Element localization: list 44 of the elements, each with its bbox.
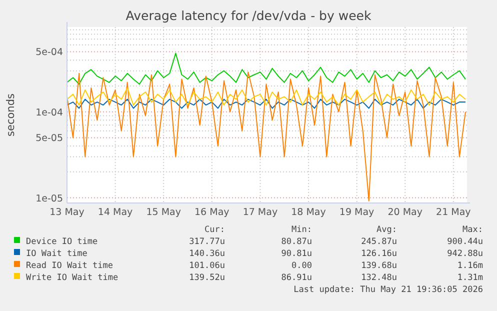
y-tick-label: 1e-04: [36, 107, 63, 118]
legend-label: IO Wait time: [26, 249, 88, 259]
text: 132.48u: [361, 273, 397, 283]
text: 140.36u: [189, 249, 225, 259]
text: Last update: Thu May 21 19:36:05 2026: [294, 285, 483, 295]
x-tick-label: 21 May: [436, 207, 472, 218]
text: 1.16m: [457, 261, 483, 271]
x-tick-label: 13 May: [50, 207, 85, 218]
x-tick-label: 16 May: [194, 207, 230, 218]
text: Avg:: [376, 225, 397, 235]
text: 942.88u: [447, 249, 483, 259]
legend-label: Write IO Wait time: [26, 273, 118, 283]
y-tick-label: 5e-05: [36, 133, 63, 144]
y-axis-title: seconds: [5, 94, 17, 136]
y-tick-label: 1e-05: [36, 193, 63, 204]
text: 139.52u: [189, 273, 225, 283]
text: Max:: [462, 225, 483, 235]
text: 0.00: [292, 261, 312, 271]
line-series: [66, 87, 466, 106]
x-tick-label: 14 May: [98, 207, 134, 218]
line-series: [66, 52, 466, 85]
text: Cur:: [204, 225, 225, 235]
text: 1.31m: [457, 273, 483, 283]
text: Min:: [292, 225, 312, 235]
chart-title: Average latency for /dev/vda - by week: [126, 8, 372, 23]
legend-label: Read IO Wait time: [26, 261, 113, 271]
text: 90.81u: [281, 249, 312, 259]
line-series: [66, 98, 466, 109]
x-tick-label: 19 May: [339, 207, 375, 218]
x-tick-label: 20 May: [388, 207, 423, 218]
text: 101.06u: [189, 261, 225, 271]
legend-label: Device IO time: [26, 237, 98, 247]
x-tick-label: 15 May: [146, 207, 182, 218]
text: 86.91u: [281, 273, 312, 283]
text: 317.77u: [189, 237, 225, 247]
text: 139.68u: [361, 261, 397, 271]
text: 245.87u: [361, 237, 397, 247]
text: 80.87u: [281, 237, 312, 247]
line-series: [66, 72, 466, 202]
y-tick-label: 5e-04: [36, 47, 63, 58]
x-tick-label: 18 May: [291, 207, 326, 218]
x-tick-label: 17 May: [242, 207, 278, 218]
text: 126.16u: [361, 249, 397, 259]
text: 900.44u: [447, 237, 483, 247]
